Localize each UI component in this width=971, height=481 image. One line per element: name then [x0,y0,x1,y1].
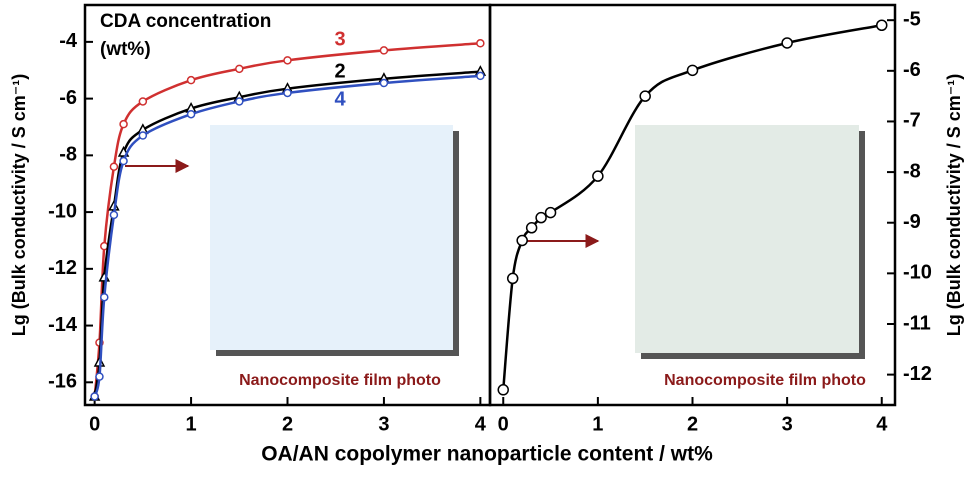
legend-title: CDA concentration [100,11,271,32]
point [100,292,109,302]
x-tick-label: 0 [89,413,100,435]
point [506,272,519,285]
x-tick-label: 3 [378,413,389,435]
point [544,206,557,219]
y-tick-label: -6 [59,87,77,109]
y-tick-label: -16 [48,371,77,393]
series-label: 4 [334,88,346,110]
y-tick-label: -7 [903,110,921,132]
annotation: Nanocomposite film photo [239,372,441,389]
point [90,392,99,401]
y-tick-label: -8 [903,160,921,182]
film-photo [210,125,453,350]
point [119,119,128,129]
point [109,162,119,171]
point [186,75,196,85]
film-photo [635,125,859,353]
y-tick-label: -14 [48,314,78,336]
point [686,64,699,77]
y-tick-label: -10 [903,262,932,284]
point [476,39,485,48]
point [379,46,389,55]
point [525,222,538,234]
y-tick-label: -8 [59,144,77,166]
y-tick-label: -4 [59,30,78,52]
series-label: 2 [334,60,345,82]
y-tick-label: -9 [903,211,921,233]
x-tick-label: 2 [282,413,293,435]
x-tick-label: 4 [876,413,888,435]
y-tick-label: -10 [48,200,77,222]
point [497,384,509,396]
y-tick-label: -11 [903,312,931,334]
point [781,37,793,49]
point [138,97,148,106]
y-tick-label: -12 [903,363,932,385]
y-axis-label: Lg (Bulk conductivity / S cm⁻¹) [9,74,29,337]
x-tick-label: 0 [498,413,509,435]
point [283,88,292,98]
y-tick-label: -12 [48,257,77,279]
point [138,131,148,140]
y-axis-label: Lg (Bulk conductivity / S cm⁻¹) [944,74,964,337]
x-axis-label: OA/AN copolymer nanoparticle content / w… [261,443,713,466]
point [95,372,104,381]
x-tick-label: 3 [782,413,793,435]
series-label: 3 [334,28,345,50]
point [592,170,604,182]
point [476,71,485,81]
point [876,19,888,32]
legend-subtitle: (wt%) [100,39,151,60]
point [535,211,547,224]
x-tick-label: 4 [475,413,487,435]
point [235,64,244,74]
point [235,97,244,106]
x-tick-label: 1 [592,413,603,435]
point [379,78,389,88]
point [516,234,528,247]
y-tick-label: -6 [903,59,921,81]
point [109,210,119,220]
x-tick-label: 2 [687,413,698,435]
point [119,156,128,166]
x-tick-label: 1 [186,413,197,435]
y-tick-label: -5 [903,8,921,30]
annotation: Nanocomposite film photo [664,372,866,389]
point [639,90,651,102]
point [186,109,196,119]
point [283,56,292,65]
